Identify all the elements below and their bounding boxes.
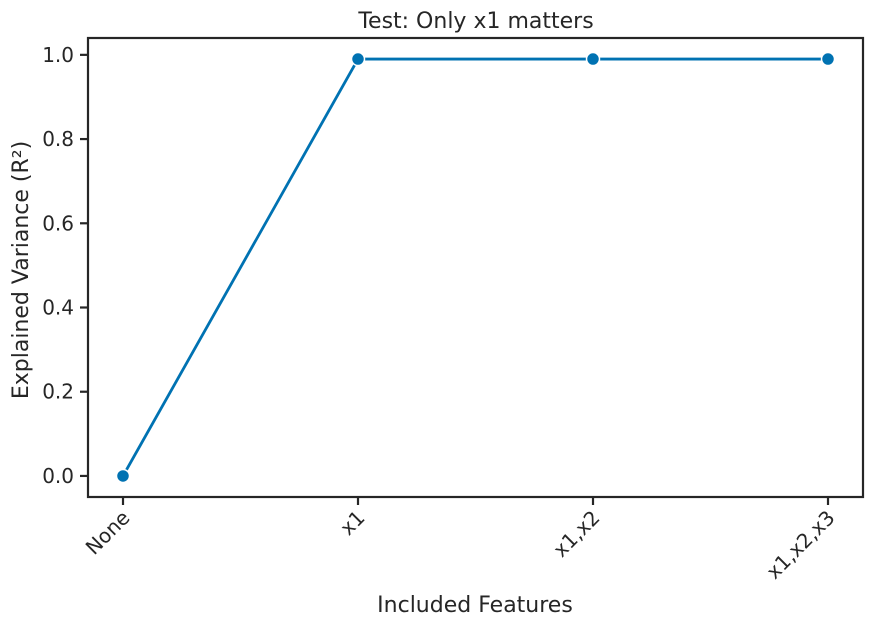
x-tick-label: None	[81, 506, 135, 560]
y-axis: 0.0 0.2 0.4 0.6 0.8 1.0	[42, 43, 88, 488]
plot-frame	[86, 36, 865, 499]
y-tick-label: 1.0	[42, 43, 74, 67]
data-point	[820, 51, 836, 67]
chart-title: Test: Only x1 matters	[357, 9, 593, 34]
y-tick-label: 0.8	[42, 127, 74, 151]
data-point	[585, 51, 601, 67]
x-axis: None x1 x1,x2 x1,x2,x3	[81, 497, 840, 584]
data-point	[350, 51, 366, 67]
x-tick-label: x1	[335, 506, 369, 540]
series-layer	[115, 51, 836, 484]
series-line	[121, 57, 828, 477]
y-tick-label: 0.2	[42, 380, 74, 404]
x-tick-label: x1,x2,x3	[761, 506, 839, 584]
data-point	[115, 468, 131, 484]
y-tick-label: 0.0	[42, 464, 74, 488]
y-axis-label: Explained Variance (R²)	[9, 141, 34, 399]
y-tick-label: 0.4	[42, 296, 74, 320]
x-axis-label: Included Features	[377, 593, 573, 618]
x-tick-label: x1,x2	[548, 506, 604, 562]
y-tick-label: 0.6	[42, 211, 74, 235]
